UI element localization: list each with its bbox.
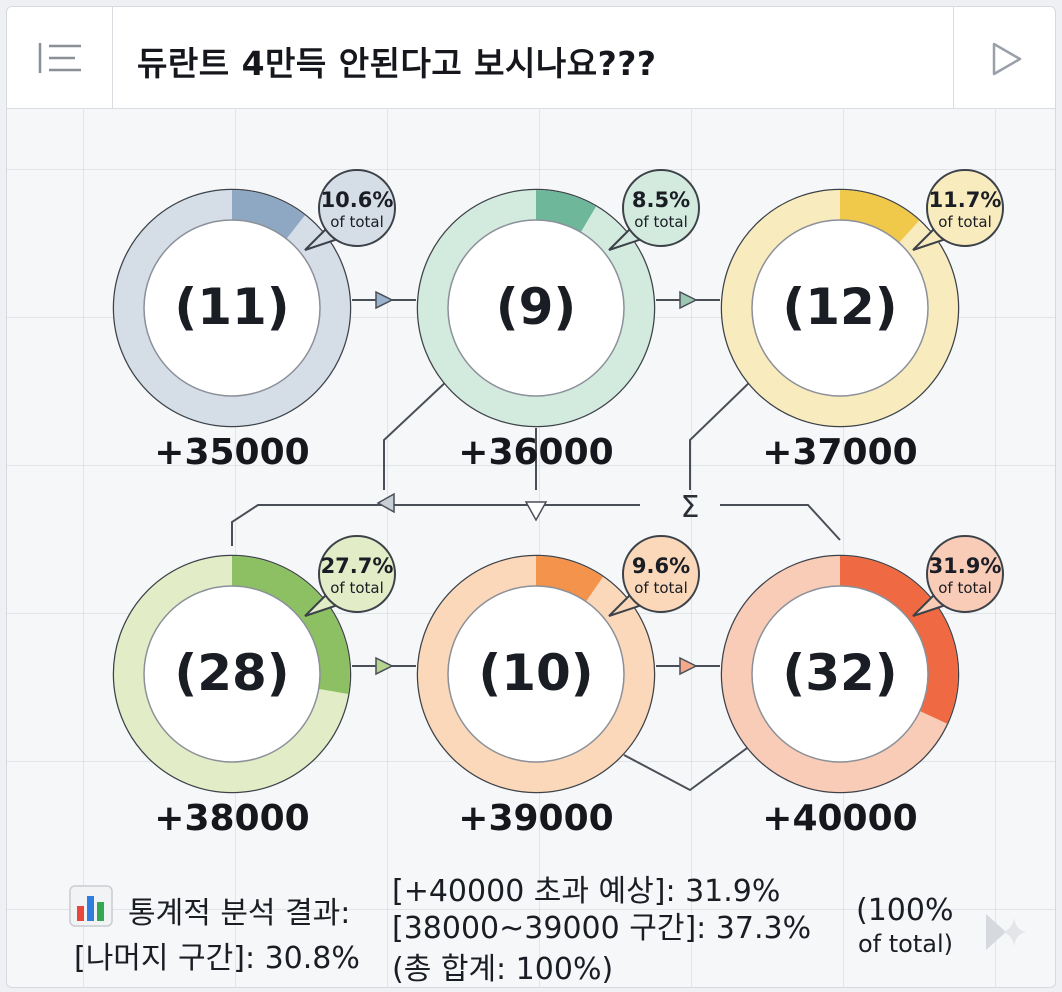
donut-node — [112, 169, 396, 428]
donut-inner — [751, 585, 929, 763]
donut-inner — [143, 585, 321, 763]
donut-segment — [114, 556, 350, 792]
donut-segment — [418, 556, 654, 792]
play-icon — [992, 42, 1022, 76]
total-caption: of total) — [858, 930, 954, 958]
node-count: (9) — [495, 278, 577, 336]
analysis-title: 통계적 분석 결과: — [128, 896, 351, 931]
percent-bubble — [304, 169, 396, 251]
donut-node — [112, 535, 396, 794]
node-percent: 9.6% — [631, 554, 691, 578]
connector-line — [231, 504, 640, 546]
node-count: (12) — [782, 278, 898, 336]
node-value: +38000 — [154, 798, 310, 839]
play-button[interactable] — [953, 7, 1055, 109]
donut-node — [416, 169, 700, 428]
node-percent-caption: of total — [634, 213, 688, 231]
percent-bubble — [912, 535, 1004, 617]
donut-segment — [722, 190, 958, 426]
node-percent: 10.6% — [320, 188, 394, 212]
node-value: +36000 — [458, 432, 614, 473]
node-percent-caption: of total — [938, 579, 992, 597]
node-value: +37000 — [762, 432, 918, 473]
node-count: (10) — [478, 644, 594, 702]
node-value: +40000 — [762, 798, 918, 839]
donut-segment — [418, 190, 654, 426]
percent-bubble — [304, 535, 396, 617]
donut-segment — [114, 190, 350, 426]
arrow-icon — [376, 492, 395, 514]
page-title: 듀란트 4만득 안된다고 보시나요??? — [137, 44, 657, 83]
node-percent-caption: of total — [330, 213, 384, 231]
connector-line — [383, 379, 449, 490]
bar-chart-icon — [69, 885, 113, 927]
percent-bubble — [912, 169, 1004, 251]
node-percent: 27.7% — [320, 554, 394, 578]
node-value: +39000 — [458, 798, 614, 839]
donut-inner — [447, 585, 625, 763]
node-percent-caption: of total — [938, 213, 992, 231]
rest-range-stat: [나머지 구간]: 30.8% — [74, 941, 360, 976]
donut-inner — [447, 219, 625, 397]
arrow-icon — [679, 656, 698, 676]
sparkle-icon — [986, 914, 1026, 950]
node-percent: 31.9% — [928, 554, 1002, 578]
node-percent: 8.5% — [631, 188, 691, 212]
node-value: +35000 — [154, 432, 310, 473]
donut-nodes — [112, 169, 1004, 794]
node-percent-caption: of total — [634, 579, 688, 597]
donut-segment — [722, 556, 958, 792]
over-40000-stat: [+40000 초과 예상]: 31.9% — [392, 874, 781, 909]
connector-line — [623, 739, 759, 792]
connector-line — [720, 504, 841, 541]
node-count: (28) — [174, 644, 290, 702]
node-count: (11) — [174, 278, 290, 336]
sigma-symbol: Σ — [681, 490, 700, 525]
donut-inner — [751, 219, 929, 397]
donut-node — [720, 169, 1004, 428]
donut-inner — [143, 219, 321, 397]
donut-node — [416, 535, 700, 794]
header-bar: 듀란트 4만득 안된다고 보시나요??? — [7, 7, 1055, 109]
arrow-icon — [375, 656, 394, 676]
range-38-39-stat: [38000~39000 구간]: 37.3% — [392, 911, 812, 946]
list-icon — [38, 43, 81, 73]
percent-bubble — [608, 535, 700, 617]
node-count: (32) — [782, 644, 898, 702]
arrow-icon — [524, 501, 548, 522]
node-percent: 11.7% — [928, 188, 1002, 212]
arrow-icon — [375, 290, 394, 310]
connector-line — [689, 379, 753, 490]
connectors: Σ — [231, 290, 841, 792]
arrow-icon — [679, 290, 698, 310]
menu-button[interactable] — [7, 7, 113, 109]
percent-bubble — [608, 169, 700, 251]
donut-node — [720, 535, 1004, 794]
total-percent: (100% — [856, 893, 954, 928]
grand-total-stat: (총 합계: 100%) — [392, 952, 614, 987]
node-percent-caption: of total — [330, 579, 384, 597]
